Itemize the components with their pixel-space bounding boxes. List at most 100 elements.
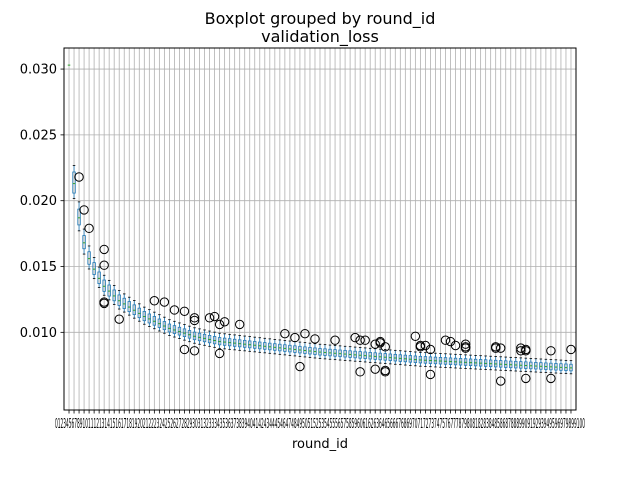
outlier-point [546, 346, 556, 356]
outlier-point [521, 346, 531, 356]
plot-frame [63, 47, 577, 411]
box-round-75 [443, 353, 448, 368]
outlier-point [280, 328, 290, 339]
outlier-point [410, 331, 421, 341]
iqr-box [92, 262, 96, 275]
y-tick-label: 0.015 [20, 260, 57, 275]
box-round-84 [489, 355, 493, 371]
outlier-point [566, 344, 576, 355]
box-round-30 [217, 332, 222, 349]
box-round-37 [253, 336, 257, 353]
box-round-63 [383, 349, 387, 364]
outlier-point [99, 244, 109, 255]
iqr-box [82, 235, 86, 250]
x-axis-label: round_id [292, 437, 348, 452]
outlier-point [460, 343, 471, 353]
box-round-61 [373, 348, 377, 364]
box-round-98 [559, 359, 563, 374]
box-round-59 [363, 347, 367, 363]
outlier-point [209, 311, 220, 322]
box-round-49 [313, 343, 317, 359]
box-round-33 [233, 334, 237, 351]
outlier-point [189, 313, 200, 323]
outlier-point [99, 298, 109, 309]
outlier-point [179, 306, 190, 316]
box-round-57 [353, 346, 357, 362]
outlier-point [496, 376, 506, 386]
outlier-point [375, 336, 385, 347]
y-tick-label: 0.010 [20, 326, 57, 341]
box-round-73 [433, 352, 438, 368]
box-round-41 [273, 338, 277, 355]
outlier-point [370, 364, 380, 374]
outlier-point [234, 319, 245, 330]
box-round-96 [549, 359, 553, 374]
box-round-6 [97, 266, 101, 289]
box-round-80 [468, 354, 473, 370]
outlier-point [214, 319, 225, 330]
iqr-box [102, 279, 106, 292]
outlier-point [370, 339, 380, 349]
outliers [74, 172, 576, 386]
outlier-point [440, 335, 451, 345]
outlier-point [84, 223, 94, 234]
outlier-point [189, 346, 200, 356]
outlier-point [450, 340, 461, 351]
chart-title: validation_loss [261, 27, 379, 47]
box-round-8 [107, 279, 111, 301]
outlier-point [300, 328, 310, 339]
iqr-box [97, 271, 101, 284]
iqr-box [72, 171, 76, 194]
outlier-point [425, 369, 436, 380]
box-round-85 [494, 356, 498, 371]
box-round-82 [478, 355, 483, 370]
box-round-93 [534, 358, 538, 373]
box-round-40 [268, 338, 272, 354]
outlier-point [380, 367, 390, 377]
iqr-box [112, 289, 116, 302]
box-round-68 [408, 351, 413, 366]
box-round-2 [77, 201, 81, 232]
box-round-20 [167, 319, 172, 336]
box-round-32 [227, 333, 232, 350]
box-round-5 [92, 257, 96, 280]
outlier-point [99, 260, 109, 270]
box-round-18 [157, 314, 162, 332]
box-round-10 [117, 290, 121, 310]
box-round-55 [343, 345, 347, 361]
box-round-38 [258, 337, 262, 353]
outlier-point [496, 343, 506, 353]
box-round-36 [248, 336, 252, 352]
box-round-29 [212, 331, 217, 348]
box-round-78 [458, 354, 463, 369]
outlier-point [415, 342, 426, 352]
box-round-91 [524, 357, 528, 372]
box-round-56 [348, 346, 352, 362]
y-axis-ticks: 0.010 0.015 0.020 0.025 0.030 [20, 63, 64, 341]
box-round-34 [238, 335, 242, 351]
box-round-54 [338, 345, 342, 361]
iqr-box [122, 297, 126, 309]
outlier-point [295, 361, 305, 372]
outlier-point [380, 342, 390, 352]
iqr-box [127, 301, 131, 312]
box-round-1 [72, 165, 76, 199]
outlier-point [516, 346, 526, 356]
box-round-77 [453, 353, 458, 369]
box-round-47 [303, 342, 307, 358]
box-round-95 [544, 358, 548, 373]
box-round-86 [499, 356, 503, 371]
boxes [67, 64, 573, 375]
box-round-88 [509, 356, 513, 372]
iqr-box [107, 284, 111, 297]
box-round-44 [288, 340, 292, 356]
box-round-66 [398, 350, 402, 366]
box-round-42 [278, 339, 282, 355]
box-round-23 [182, 324, 187, 341]
outlier-point [74, 172, 84, 182]
chart-suptitle: Boxplot grouped by round_id [205, 9, 436, 29]
outlier-point [79, 205, 89, 215]
box-round-92 [529, 358, 533, 373]
box-round-21 [172, 320, 177, 338]
